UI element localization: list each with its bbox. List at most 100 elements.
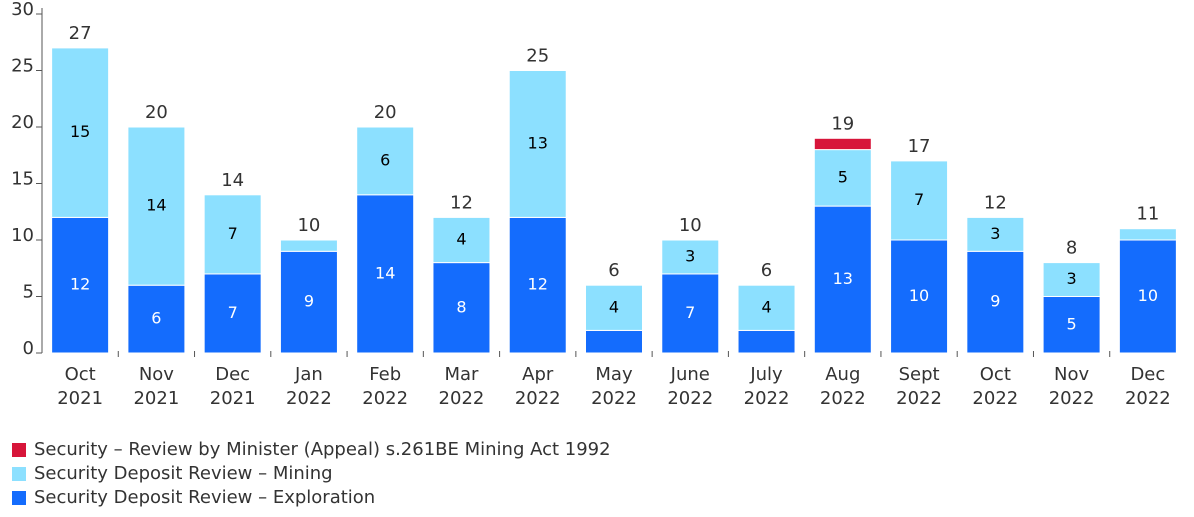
- y-tick-label: 30: [11, 0, 34, 20]
- segment-label: 5: [1067, 314, 1077, 333]
- y-tick-label: 15: [11, 169, 34, 190]
- segment-label: 4: [609, 297, 619, 316]
- x-tick-label: 2022: [1049, 388, 1095, 409]
- segment-label: 4: [761, 297, 771, 316]
- segment-label: 10: [1138, 286, 1158, 305]
- bar-segment: [203, 194, 262, 275]
- x-tick-label: Jan: [294, 364, 323, 385]
- x-tick-label: Nov: [1054, 364, 1089, 385]
- segment-label: 13: [528, 133, 548, 152]
- bar-segment: [661, 273, 720, 354]
- x-tick-label: 2022: [744, 388, 790, 409]
- bar-segment: [585, 329, 643, 354]
- bar-segment: [1042, 296, 1101, 354]
- x-tick-label: 2022: [591, 388, 637, 409]
- bar-segment: [890, 160, 949, 241]
- x-tick-label: June: [670, 364, 710, 385]
- total-label: 25: [526, 46, 549, 67]
- total-label: 10: [297, 215, 320, 236]
- bar-segment: [813, 137, 872, 151]
- segment-label: 9: [990, 292, 1000, 311]
- bar-segment: [279, 239, 338, 252]
- segment-label: 5: [838, 167, 848, 186]
- bar-segment: [508, 70, 567, 218]
- segment-label: 15: [70, 122, 90, 141]
- x-tick-label: Oct: [65, 364, 96, 385]
- bar-segment: [127, 126, 186, 286]
- legend-label: Security Deposit Review – Mining: [34, 463, 333, 484]
- bar-segment: [813, 205, 872, 354]
- total-label: 19: [831, 113, 854, 134]
- total-label: 6: [608, 260, 619, 281]
- segment-label: 14: [375, 263, 395, 282]
- x-tick-label: 2022: [1125, 388, 1171, 409]
- x-tick-label: July: [749, 364, 783, 385]
- x-tick-label: Mar: [444, 364, 479, 385]
- total-label: 17: [908, 136, 931, 157]
- segment-label: 6: [151, 309, 161, 328]
- y-tick-label: 5: [23, 282, 34, 303]
- legend-label: Security Deposit Review – Exploration: [34, 487, 375, 508]
- x-tick-label: Apr: [522, 364, 554, 385]
- bar-segment: [279, 250, 338, 354]
- bar-segment: [966, 250, 1025, 354]
- segment-label: 7: [685, 303, 695, 322]
- segment-label: 3: [990, 224, 1000, 243]
- bar-segment: [356, 126, 415, 196]
- segment-label: 8: [456, 297, 466, 316]
- y-tick-label: 20: [11, 112, 34, 133]
- y-tick-label: 25: [11, 56, 34, 77]
- x-tick-label: 2021: [133, 388, 179, 409]
- y-tick-label: 0: [23, 338, 34, 359]
- x-tick-label: Sept: [899, 364, 940, 385]
- total-label: 20: [145, 102, 168, 123]
- bar-segment: [966, 216, 1025, 252]
- segment-label: 12: [70, 275, 90, 294]
- x-tick-label: Dec: [1130, 364, 1165, 385]
- total-label: 27: [69, 23, 92, 44]
- bar-segment: [51, 216, 110, 354]
- segment-label: 10: [909, 286, 929, 305]
- x-tick-label: May: [595, 364, 633, 385]
- segment-label: 14: [146, 196, 166, 215]
- bar-segment: [432, 262, 491, 354]
- legend-swatch: [12, 467, 26, 481]
- segment-label: 9: [304, 292, 314, 311]
- segment-label: 7: [914, 190, 924, 209]
- x-tick-label: 2022: [972, 388, 1018, 409]
- x-tick-label: 2022: [667, 388, 713, 409]
- x-tick-label: Aug: [825, 364, 860, 385]
- x-tick-label: 2022: [515, 388, 561, 409]
- bar-segment: [890, 239, 949, 354]
- bar-segment: [1118, 228, 1177, 241]
- segment-label: 6: [380, 150, 390, 169]
- total-label: 12: [450, 192, 473, 213]
- bar-segment: [51, 47, 110, 218]
- x-tick-label: Feb: [369, 364, 401, 385]
- total-label: 11: [1136, 204, 1159, 225]
- bar-segment: [585, 284, 643, 331]
- x-tick-label: 2022: [820, 388, 866, 409]
- bar-segment: [661, 239, 720, 275]
- x-tick-label: 2021: [57, 388, 103, 409]
- bar-segment: [432, 216, 491, 264]
- total-label: 12: [984, 192, 1007, 213]
- bar-segment: [508, 216, 567, 354]
- total-label: 20: [374, 102, 397, 123]
- bar-segment: [813, 149, 872, 207]
- segment-label: 3: [685, 246, 695, 265]
- segment-label: 7: [228, 303, 238, 322]
- legend-swatch: [12, 443, 26, 457]
- x-tick-label: 2022: [286, 388, 332, 409]
- x-tick-label: Nov: [139, 364, 174, 385]
- bar-segment: [737, 329, 796, 354]
- total-label: 8: [1066, 238, 1077, 259]
- x-tick-label: Oct: [980, 364, 1011, 385]
- segment-label: 13: [833, 269, 853, 288]
- bar-segment: [1042, 262, 1101, 298]
- x-tick-label: 2022: [362, 388, 408, 409]
- segment-label: 4: [456, 230, 466, 249]
- x-tick-label: 2022: [439, 388, 485, 409]
- bar-segment: [1118, 239, 1177, 354]
